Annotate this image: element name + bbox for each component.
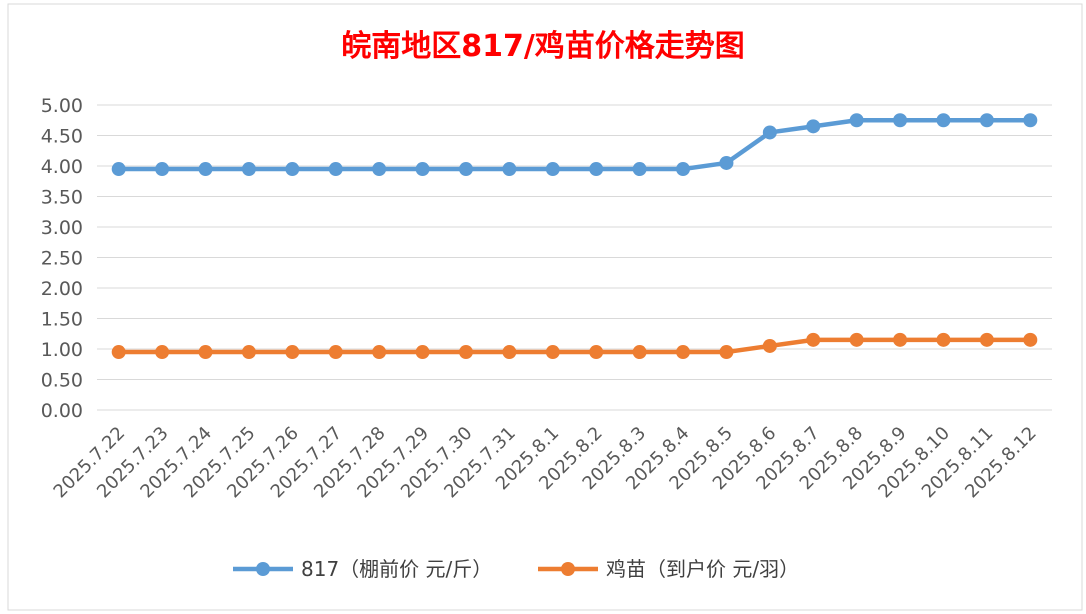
data-point	[241, 345, 256, 360]
data-point	[806, 332, 821, 347]
data-point	[458, 162, 473, 177]
data-point	[632, 345, 647, 360]
data-point	[893, 113, 908, 128]
data-point	[502, 345, 517, 360]
data-point	[545, 162, 560, 177]
y-tick-label: 0.00	[41, 400, 83, 422]
y-tick-label: 3.00	[41, 217, 83, 239]
data-point	[415, 345, 430, 360]
series-2	[111, 332, 1038, 360]
data-point	[372, 162, 387, 177]
data-point	[676, 345, 691, 360]
data-point	[979, 332, 994, 347]
data-point	[111, 162, 126, 177]
data-point	[849, 332, 864, 347]
y-tick-label: 4.00	[41, 156, 83, 178]
data-point	[589, 345, 604, 360]
data-point	[285, 345, 300, 360]
legend-label: 鸡苗（到户价 元/羽）	[606, 557, 799, 581]
data-point	[328, 162, 343, 177]
data-point	[458, 345, 473, 360]
data-point	[806, 119, 821, 134]
data-point	[936, 113, 951, 128]
legend-label: 817（棚前价 元/斤）	[301, 557, 492, 581]
y-tick-label: 0.50	[41, 370, 83, 392]
y-tick-label: 2.00	[41, 278, 83, 300]
data-point	[372, 345, 387, 360]
legend-marker	[256, 562, 270, 576]
y-tick-label: 4.50	[41, 126, 83, 148]
data-point	[719, 345, 734, 360]
data-point	[936, 332, 951, 347]
y-tick-label: 2.50	[41, 248, 83, 270]
series-line	[118, 118, 1031, 172]
data-point	[589, 162, 604, 177]
legend-item: 817（棚前价 元/斤）	[233, 557, 492, 581]
series-lines	[111, 113, 1038, 360]
data-point	[545, 345, 560, 360]
data-point	[241, 162, 256, 177]
legend-marker	[561, 562, 575, 576]
gridlines	[97, 104, 1052, 411]
y-tick-label: 1.50	[41, 309, 83, 331]
data-point	[155, 162, 170, 177]
data-point	[849, 113, 864, 128]
data-point	[762, 125, 777, 140]
series-1	[111, 113, 1038, 177]
data-point	[1023, 113, 1038, 128]
data-point	[155, 345, 170, 360]
data-point	[1023, 332, 1038, 347]
data-point	[111, 345, 126, 360]
y-tick-label: 5.00	[41, 95, 83, 117]
data-point	[719, 155, 734, 170]
legend-item: 鸡苗（到户价 元/羽）	[538, 557, 799, 581]
y-tick-label: 3.50	[41, 187, 83, 209]
chart-title: 皖南地区817/鸡苗价格走势图	[341, 29, 745, 64]
data-point	[198, 162, 213, 177]
data-point	[415, 162, 430, 177]
data-point	[328, 345, 343, 360]
y-tick-label: 1.00	[41, 339, 83, 361]
y-axis-ticks: 0.00 0.50 1.00 1.50 2.00 2.50 3.00 3.50 4.00 4.50…	[41, 95, 83, 422]
data-point	[762, 338, 777, 353]
series-line	[118, 337, 1031, 355]
data-point	[979, 113, 994, 128]
data-point	[198, 345, 213, 360]
data-point	[676, 162, 691, 177]
chart-border	[7, 3, 1083, 611]
data-point	[632, 162, 647, 177]
data-point	[502, 162, 517, 177]
legend: 817（棚前价 元/斤） 鸡苗（到户价 元/羽）	[233, 557, 799, 581]
data-point	[285, 162, 300, 177]
data-point	[893, 332, 908, 347]
